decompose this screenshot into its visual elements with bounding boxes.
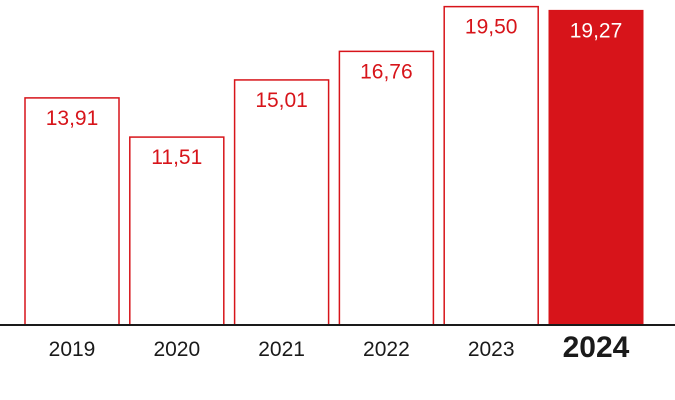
bar-2020 <box>129 136 225 326</box>
x-tick-label-2019: 2019 <box>49 338 96 361</box>
x-tick-label-2020: 2020 <box>153 338 200 361</box>
bar-2019 <box>24 97 120 326</box>
bar-2021 <box>233 79 330 326</box>
x-tick-labels: 2019 2020 2021 2022 2023 2024 <box>49 331 630 364</box>
value-label-2022: 16,76 <box>360 60 413 83</box>
value-label-2019: 13,91 <box>46 107 99 130</box>
bar-2022 <box>338 50 435 326</box>
bar-2024 <box>548 9 644 326</box>
value-label-2021: 15,01 <box>255 89 308 112</box>
x-tick-label-2022: 2022 <box>363 338 410 361</box>
bars-group: 13,91 11,51 15,01 16,76 19,50 19,27 <box>24 5 644 326</box>
value-label-2024: 19,27 <box>570 19 623 42</box>
x-tick-label-2023: 2023 <box>468 338 515 361</box>
x-tick-label-2024: 2024 <box>563 331 630 364</box>
value-label-2020: 11,51 <box>151 146 202 169</box>
value-label-2023: 19,50 <box>465 16 518 39</box>
bar-2023 <box>443 5 539 326</box>
x-tick-label-2021: 2021 <box>258 338 305 361</box>
